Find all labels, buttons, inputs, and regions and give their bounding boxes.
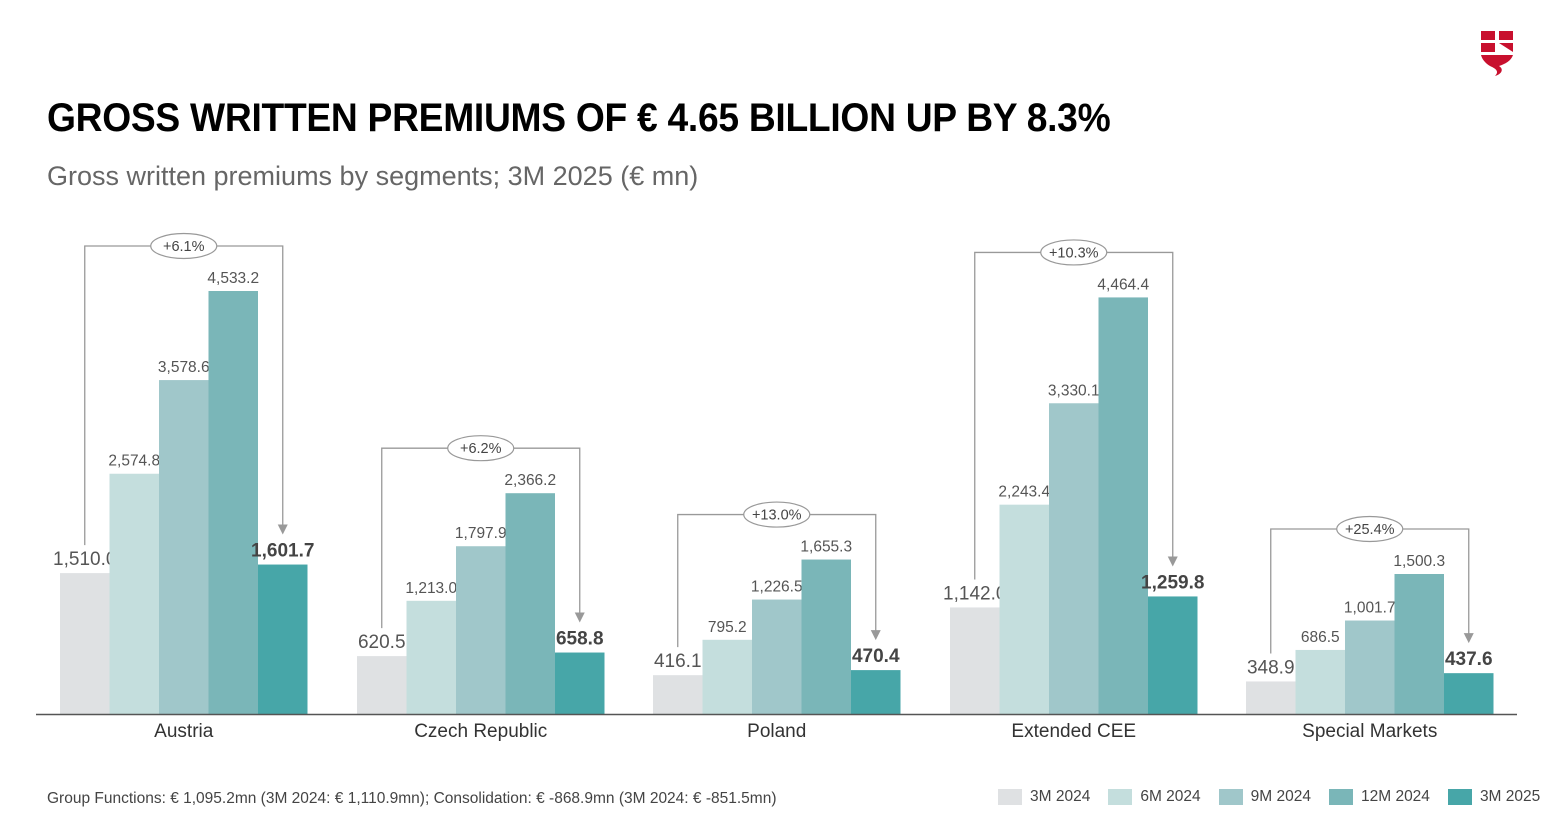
data-label: 1,500.3	[1393, 553, 1445, 570]
legend-swatch	[1218, 789, 1243, 805]
bar-czech-republic-12m-2024	[505, 493, 555, 714]
data-label: 3,578.6	[158, 359, 210, 376]
legend-label: 3M 2024	[1030, 788, 1091, 805]
legend-item: 12M 2024	[1328, 788, 1430, 806]
data-label: 1,655.3	[800, 539, 852, 556]
data-label: 795.2	[708, 619, 747, 636]
legend-swatch	[998, 789, 1022, 805]
legend-label: 9M 2024	[1250, 788, 1311, 805]
legend-item: 3M 2025	[1447, 788, 1541, 806]
bar-poland-9m-2024	[752, 599, 802, 714]
legend-item: 3M 2024	[998, 788, 1090, 806]
data-label: 3,330.1	[1048, 382, 1100, 399]
data-label: 1,226.5	[751, 579, 803, 596]
category-label: Special Markets	[1302, 721, 1437, 742]
bar-austria-3m-2025	[258, 564, 308, 714]
growth-label: +25.4%	[1345, 522, 1395, 538]
bar-poland-12m-2024	[801, 559, 851, 714]
growth-badge	[743, 501, 811, 528]
growth-label: +13.0%	[752, 508, 802, 524]
data-label: 1,510.0	[53, 549, 116, 570]
bar-poland-6m-2024	[702, 639, 752, 714]
bar-extended-cee-3m-2025	[1148, 596, 1198, 714]
legend-swatch	[1447, 789, 1472, 805]
bar-austria-12m-2024	[208, 291, 258, 714]
data-label: 1,001.7	[1344, 600, 1396, 617]
category-label: Austria	[154, 721, 214, 742]
data-label: 2,243.4	[998, 484, 1050, 501]
bar-czech-republic-9m-2024	[456, 546, 506, 714]
bar-austria-6m-2024	[109, 473, 159, 714]
growth-label: +10.3%	[1049, 245, 1099, 261]
growth-arrowhead	[1167, 556, 1178, 567]
bar-extended-cee-9m-2024	[1049, 403, 1099, 714]
growth-badge	[150, 232, 218, 260]
bar-special-markets-3m-2025	[1444, 673, 1494, 714]
growth-arrowhead	[870, 630, 881, 641]
growth-label: +6.1%	[163, 239, 205, 255]
data-label: 686.5	[1301, 629, 1340, 646]
bar-extended-cee-12m-2024	[1098, 297, 1148, 714]
chart-legend: 3M 2024 6M 2024 9M 2024 12M 2024 3M 2025	[998, 788, 1552, 806]
data-label: 1,213.0	[405, 580, 457, 597]
data-label: 2,574.8	[108, 453, 160, 470]
bar-czech-republic-3m-2025	[555, 652, 605, 714]
growth-badge	[1336, 515, 1404, 543]
bar-special-markets-6m-2024	[1295, 649, 1345, 714]
data-label: 416.1	[654, 651, 702, 672]
shield-logo-icon	[1478, 28, 1516, 78]
legend-item: 9M 2024	[1218, 788, 1311, 806]
legend-swatch	[1108, 789, 1133, 805]
bar-extended-cee-3m-2024	[950, 607, 1000, 714]
growth-arrowhead	[574, 612, 585, 623]
data-label: 620.5	[358, 632, 406, 653]
bar-special-markets-9m-2024	[1345, 620, 1395, 714]
data-label: 1,259.8	[1141, 572, 1204, 593]
data-label: 470.4	[852, 646, 900, 667]
data-label: 1,142.0	[943, 583, 1006, 604]
legend-label: 6M 2024	[1140, 788, 1201, 805]
data-label: 1,601.7	[251, 541, 314, 562]
growth-badge	[447, 435, 515, 462]
bar-special-markets-12m-2024	[1394, 574, 1444, 714]
legend-label: 12M 2024	[1360, 788, 1430, 805]
data-label: 4,464.4	[1097, 276, 1149, 293]
page-subtitle: Gross written premiums by segments; 3M 2…	[47, 161, 699, 191]
data-label: 437.6	[1445, 649, 1493, 670]
data-label: 4,533.2	[207, 270, 259, 287]
footnote: Group Functions: € 1,095.2mn (3M 2024: €…	[47, 790, 777, 807]
bar-special-markets-3m-2024	[1246, 681, 1296, 714]
category-label: Poland	[747, 721, 806, 742]
legend-item: 6M 2024	[1108, 788, 1201, 806]
growth-arrowhead	[1463, 633, 1474, 644]
bar-czech-republic-3m-2024	[357, 656, 407, 714]
bar-czech-republic-6m-2024	[406, 600, 456, 714]
bar-poland-3m-2024	[653, 675, 703, 714]
data-label: 2,366.2	[504, 472, 556, 489]
legend-swatch	[1328, 789, 1353, 805]
data-label: 348.9	[1247, 657, 1295, 678]
data-label: 658.8	[556, 629, 604, 650]
growth-arrowhead	[277, 524, 288, 535]
bar-chart: 1,510.0 2,574.8 3,578.6 4,533.2 1,601.7 Austr…	[36, 232, 1517, 742]
bar-extended-cee-6m-2024	[999, 504, 1049, 714]
growth-label: +6.2%	[460, 441, 502, 457]
bar-austria-9m-2024	[159, 380, 209, 714]
category-label: Extended CEE	[1011, 721, 1136, 742]
legend-label: 3M 2025	[1479, 788, 1541, 805]
category-label: Czech Republic	[414, 721, 547, 742]
bar-poland-3m-2025	[851, 670, 901, 714]
data-label: 1,797.9	[455, 525, 507, 542]
bar-austria-3m-2024	[60, 573, 110, 714]
growth-badge	[1040, 239, 1108, 266]
page-title: GROSS WRITTEN PREMIUMS OF € 4.65 BILLION…	[47, 96, 1111, 140]
